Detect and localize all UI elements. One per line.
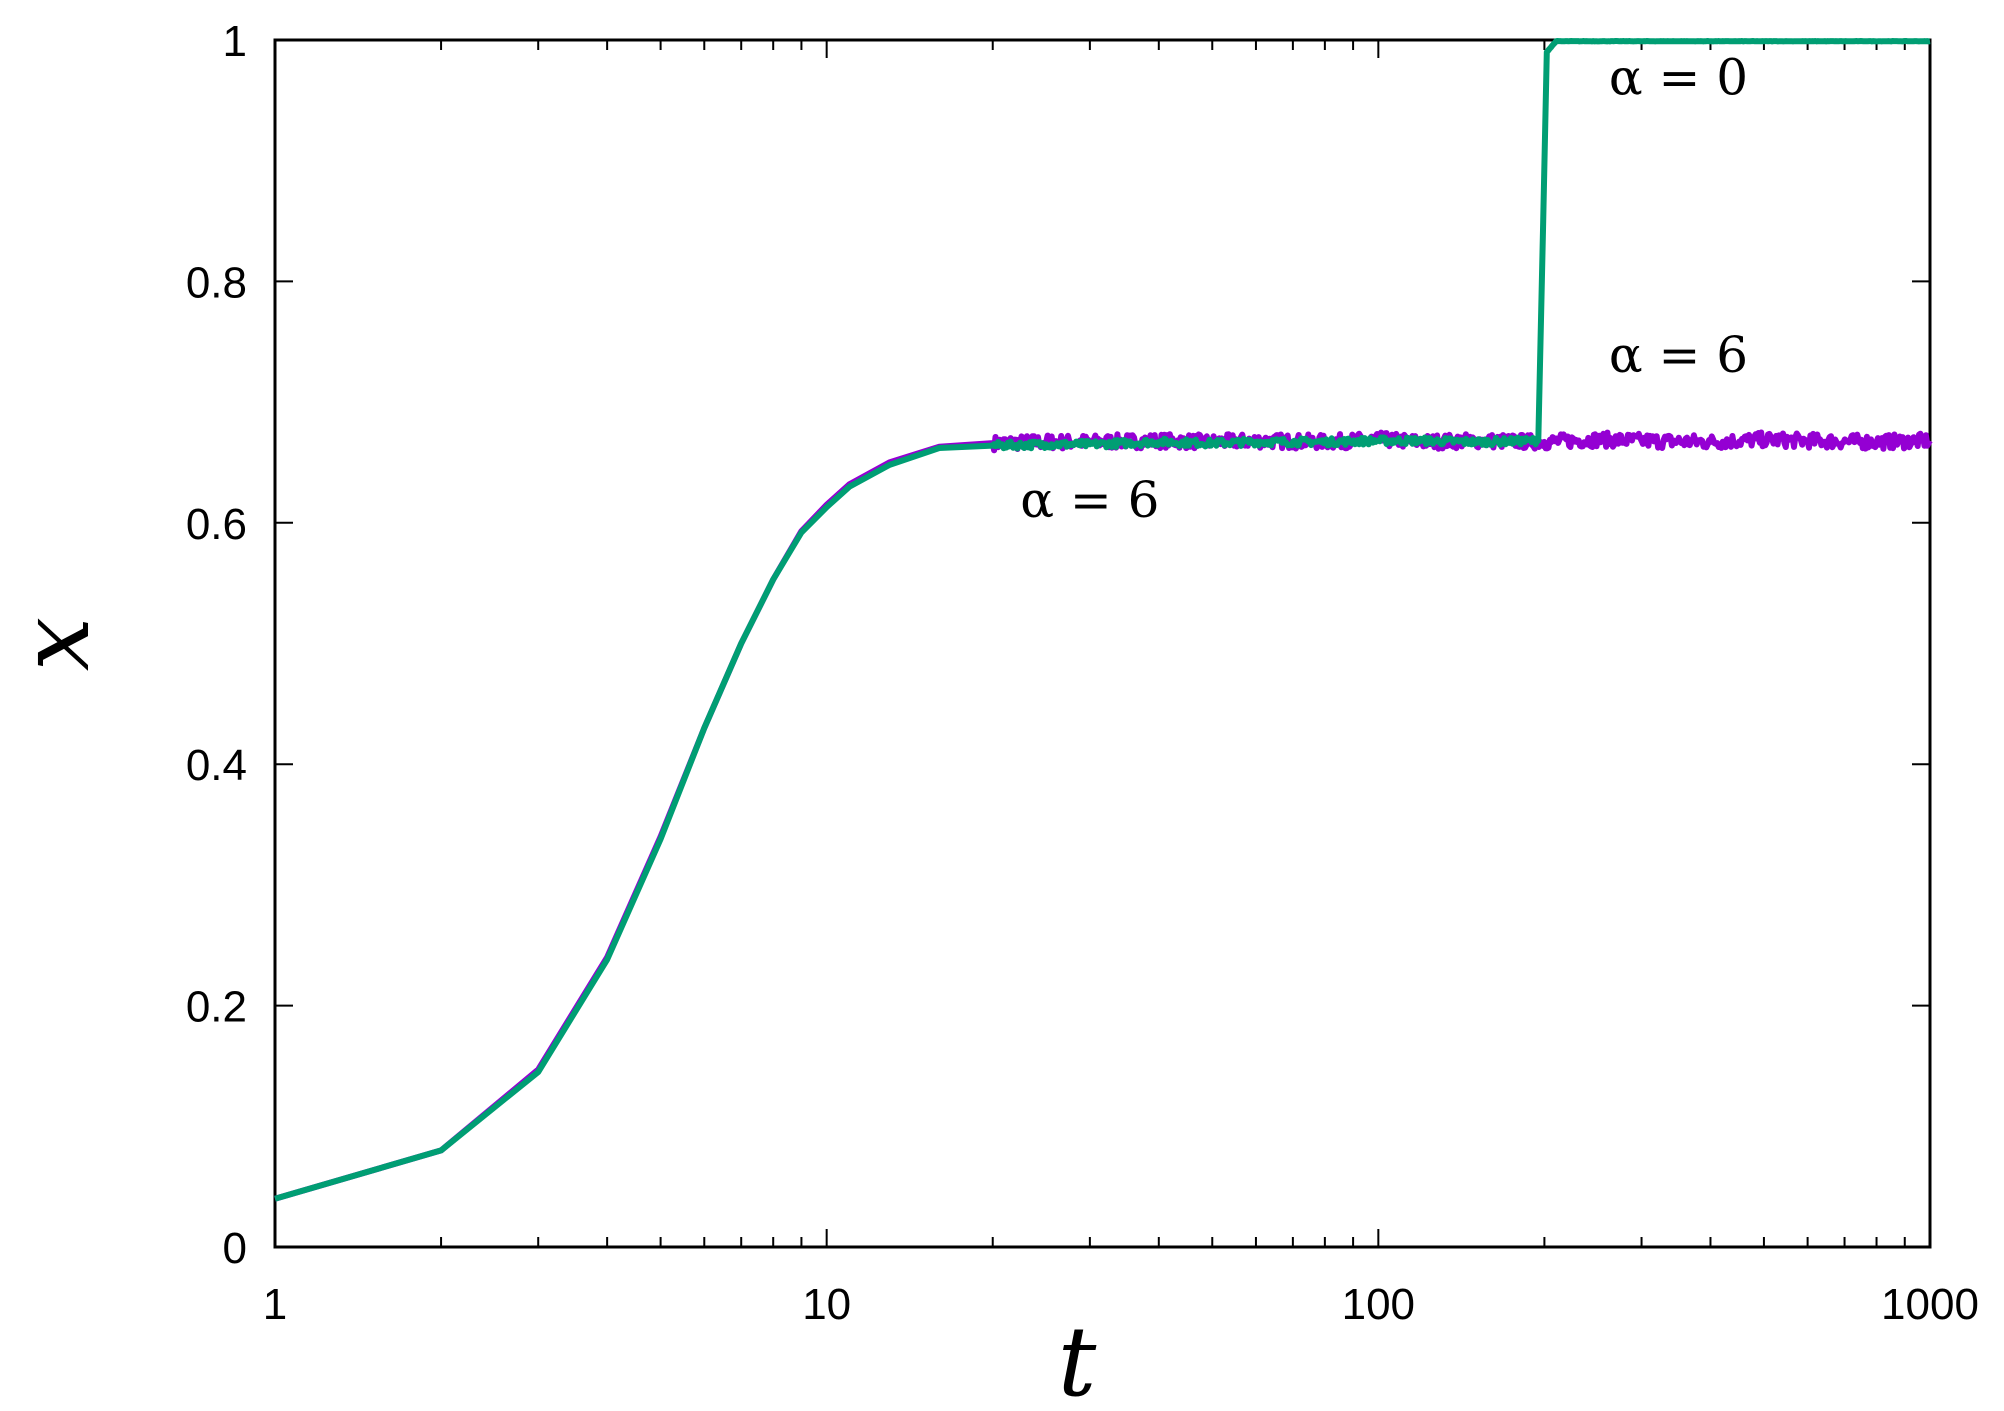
y-tick-label: 0 — [223, 1224, 247, 1273]
y-tick-label: 0.8 — [186, 258, 247, 307]
annotation-label: α = 0 — [1609, 48, 1748, 106]
x-tick-label: 1000 — [1881, 1280, 1979, 1329]
axis-ticks: 1 10 100 1000 0 0.2 0.4 0.6 0.8 1 — [186, 17, 1979, 1329]
x-tick-label: 10 — [802, 1280, 851, 1329]
y-tick-label: 0.4 — [186, 741, 247, 790]
series-layer — [274, 38, 1933, 1202]
annotations: α = 0 α = 6 α = 6 — [1020, 48, 1748, 528]
y-tick-label: 0.2 — [186, 983, 247, 1032]
x-tick-label: 1 — [263, 1280, 287, 1329]
y-tick-label: 0.6 — [186, 500, 247, 549]
annotation-label: α = 6 — [1609, 326, 1748, 384]
y-tick-label: 1 — [223, 17, 247, 66]
x-tick-label: 100 — [1342, 1280, 1415, 1329]
annotation-label: α = 6 — [1020, 471, 1159, 529]
plot-frame — [273, 38, 1932, 1249]
y-axis-label: x — [0, 617, 111, 671]
series-line-0 — [274, 429, 1933, 1202]
x-axis-label: t — [1058, 1306, 1097, 1411]
series-line-1 — [274, 38, 1932, 1202]
